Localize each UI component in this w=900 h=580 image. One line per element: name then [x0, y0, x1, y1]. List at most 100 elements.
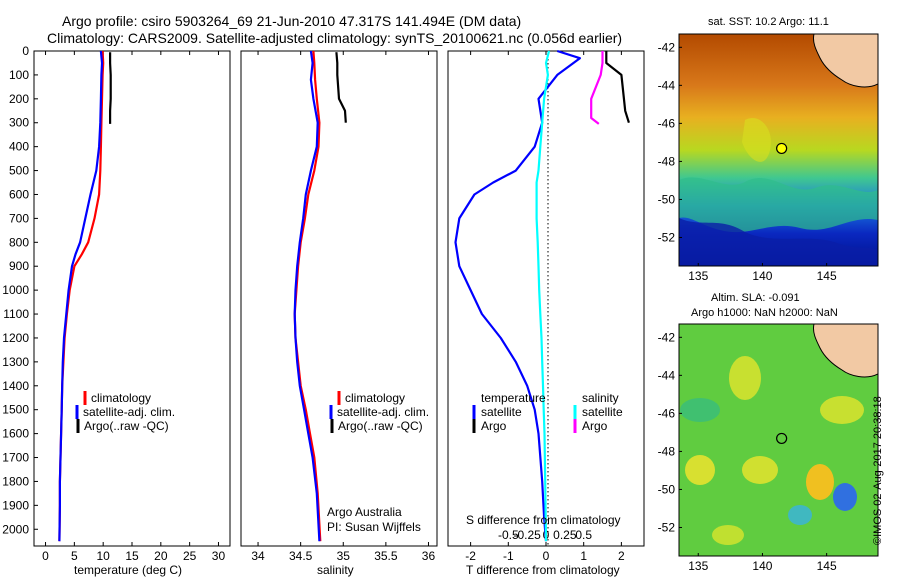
temperature-legend: climatology satellite-adj. clim. Argo(..… [75, 391, 175, 433]
title-line-2: Climatology: CARS2009. Satellite-adjuste… [47, 30, 622, 46]
sla-low [833, 483, 857, 511]
x-tick-label: 2 [618, 549, 625, 563]
depth-tick-label: 1400 [2, 379, 29, 393]
series-line [58, 50, 104, 542]
x-tick-label: 1 [580, 549, 587, 563]
copyright-stamp: ©IMOS 02-Aug-2017 20:38:18 [872, 396, 884, 545]
lat-tick-label: -44 [658, 78, 676, 92]
credit-line-2: PI: Susan Wijffels [327, 520, 421, 534]
sla-map-title-2: Argo h1000: NaN h2000: NaN [691, 307, 838, 319]
depth-tick-label: 1600 [2, 427, 29, 441]
salinity-panel: 34 34.5 35 35.5 36 salinity climatology sate… [240, 50, 438, 577]
legend-climatology-label: climatology [91, 391, 151, 405]
sst-field [679, 34, 878, 266]
x-tick-label: 5 [71, 549, 78, 563]
sla-low [788, 505, 812, 525]
series-line [590, 51, 604, 125]
legend-salinity-header: salinity [582, 391, 619, 405]
depth-tick-label: 1500 [2, 403, 29, 417]
temperature-x-label: temperature (deg C) [74, 563, 182, 577]
sla-eddy [680, 398, 720, 422]
depth-tick-label: 1800 [2, 474, 29, 488]
depth-tick-label: 1000 [2, 283, 29, 297]
sst-warm-eddy [742, 118, 771, 162]
legend-argo-label: Argo(..raw -QC) [84, 419, 169, 433]
temperature-axes-box [33, 50, 231, 547]
tasmania-landmass [813, 324, 878, 378]
difference-top-label: S difference from climatology [466, 513, 621, 527]
difference-panel: -2 -1 0 1 2-0.5-0.25 0 0.250.5 S difference fr… [447, 49, 645, 577]
x-tick-label: 25 [183, 549, 197, 563]
legend-sal-argo-label: Argo [582, 419, 608, 433]
sst-map-title: sat. SST: 10.2 Argo: 11.1 [708, 16, 829, 28]
depth-tick-label: 2000 [2, 522, 29, 536]
lat-tick-label: -50 [658, 192, 676, 206]
lat-tick-label: -42 [658, 330, 676, 344]
series-line [605, 51, 630, 124]
lat-tick-label: -42 [658, 40, 676, 54]
lat-tick-label: -46 [658, 116, 676, 130]
salinity-x-label: salinity [317, 563, 354, 577]
legend-temp-argo-label: Argo [481, 419, 507, 433]
sla-map-title-1: Altim. SLA: -0.091 [711, 292, 800, 304]
salinity-axes-box [240, 50, 438, 547]
salinity-series [293, 50, 347, 542]
depth-tick-label: 1200 [2, 331, 29, 345]
salinity-legend: climatology satellite-adj. clim. Argo(..… [329, 391, 429, 433]
difference-legend: temperature salinity satellite Argo sate… [472, 391, 623, 433]
lat-tick-label: -52 [658, 230, 676, 244]
x-tick-label: 0 [42, 549, 49, 563]
lon-tick-label: 145 [817, 559, 837, 573]
credit-line-1: Argo Australia [327, 505, 402, 519]
series-line [335, 52, 347, 123]
legend-climatology-label: climatology [345, 391, 405, 405]
legend-temperature-header: temperature [481, 391, 546, 405]
depth-tick-label: 500 [9, 164, 29, 178]
tasmania-landmass [813, 34, 878, 88]
x-tick-label: 34.5 [289, 549, 313, 563]
depth-tick-label: 1300 [2, 355, 29, 369]
lon-tick-label: 140 [752, 559, 772, 573]
difference-series [454, 49, 630, 542]
depth-tick-label: 1700 [2, 451, 29, 465]
x-tick-label: 20 [154, 549, 168, 563]
lon-tick-label: 135 [688, 269, 708, 283]
sla-eddy [729, 356, 761, 400]
top-tick-label: -0.5 [498, 528, 519, 542]
x-tick-label: -1 [503, 549, 514, 563]
series-line [293, 50, 321, 542]
lon-tick-label: 135 [688, 559, 708, 573]
legend-argo-label: Argo(..raw -QC) [338, 419, 423, 433]
sla-eddy [712, 525, 744, 545]
depth-tick-label: 200 [9, 92, 29, 106]
depth-tick-label: 100 [9, 68, 29, 82]
lat-tick-label: -48 [658, 154, 676, 168]
legend-satellite-label: satellite-adj. clim. [83, 405, 175, 419]
x-tick-label: 36 [422, 549, 436, 563]
depth-tick-label: 1900 [2, 498, 29, 512]
series-line [454, 49, 582, 542]
depth-tick-label: 1100 [3, 307, 29, 321]
temperature-series [58, 50, 112, 542]
series-line [535, 50, 551, 542]
lat-tick-label: -50 [658, 482, 676, 496]
x-tick-label: 15 [125, 549, 139, 563]
sla-map-frame [678, 323, 879, 557]
top-tick-label: -0.25 [513, 528, 541, 542]
sla-eddy [806, 464, 834, 500]
top-tick-label: 0.5 [575, 528, 592, 542]
x-tick-label: 35.5 [374, 549, 398, 563]
title-line-1: Argo profile: csiro 5903264_69 21-Jun-20… [62, 13, 521, 29]
sla-eddy [820, 396, 864, 424]
lat-tick-label: -44 [658, 368, 676, 382]
sst-cold-water [679, 218, 878, 266]
depth-tick-label: 600 [9, 187, 29, 201]
x-tick-label: 10 [96, 549, 110, 563]
series-line [108, 52, 112, 124]
depth-tick-label: 0 [22, 44, 29, 58]
lat-tick-label: -52 [658, 520, 676, 534]
depth-tick-label: 400 [9, 140, 29, 154]
sst-front-band [679, 177, 878, 233]
sla-eddy [742, 456, 778, 484]
